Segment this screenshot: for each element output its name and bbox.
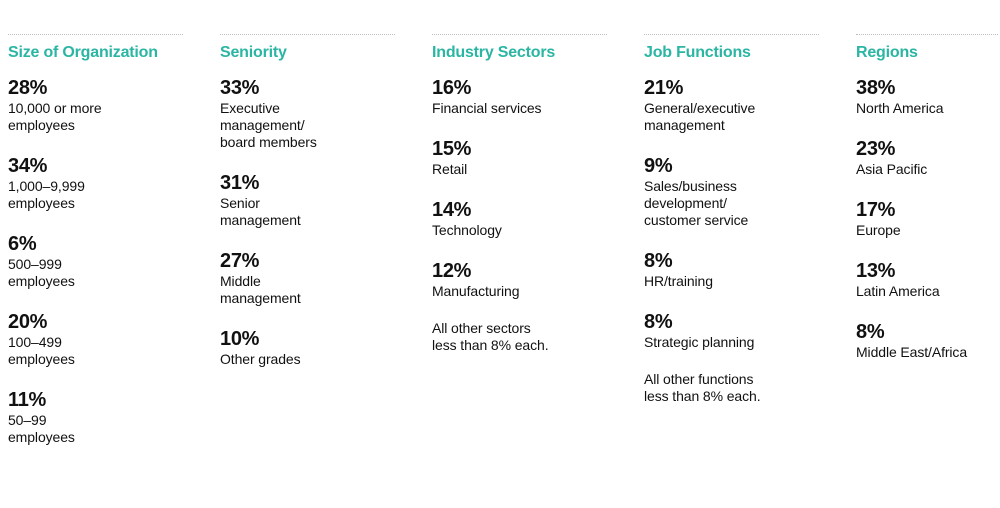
stat-item: 33% Executive management/ board members — [220, 76, 395, 151]
stat-item: 31% Senior management — [220, 171, 395, 229]
stat-label: Retail — [432, 161, 468, 177]
column-divider — [644, 34, 819, 35]
stat-value: 13% — [856, 260, 896, 282]
stat-label: Executive management/ board members — [220, 100, 317, 150]
stat-label: HR/training — [644, 273, 713, 289]
stat-value: 11% — [8, 389, 47, 411]
column-3: Job Functions 21% General/executive manage… — [644, 34, 819, 405]
stat-label: Manufacturing — [432, 283, 520, 299]
stat-item: 21% General/executive management — [644, 76, 819, 134]
column-2: Industry Sectors 16% Financial services 15%… — [432, 34, 607, 354]
stat-item: 17% Europe — [856, 198, 998, 239]
stat-item: 6% 500–999 employees — [8, 232, 183, 290]
column-note: All other sectors less than 8% each. — [432, 320, 549, 353]
column-heading: Size of Organization — [8, 44, 158, 61]
stat-label: Other grades — [220, 351, 301, 367]
stat-label: Strategic planning — [644, 334, 755, 350]
stat-value: 34% — [8, 155, 48, 177]
stat-item: 20% 100–499 employees — [8, 310, 183, 368]
stat-label: 500–999 employees — [8, 256, 75, 289]
column-divider — [856, 34, 998, 35]
stat-label: Sales/business development/ customer ser… — [644, 178, 749, 228]
stat-value: 14% — [432, 199, 472, 221]
stat-value: 8% — [644, 311, 673, 333]
column-0: Size of Organization 28% 10,000 or more em… — [8, 34, 183, 466]
stat-label: General/executive management — [644, 100, 756, 133]
stat-value: 28% — [8, 77, 48, 99]
column-divider — [432, 34, 607, 35]
stat-item: 8% HR/training — [644, 249, 819, 290]
stat-label: 50–99 employees — [8, 412, 75, 445]
stat-item: 28% 10,000 or more employees — [8, 76, 183, 134]
stat-item: 9% Sales/business development/ customer s… — [644, 154, 819, 229]
stat-label: Middle East/Africa — [856, 344, 968, 360]
stat-value: 20% — [8, 311, 48, 333]
stat-item: 16% Financial services — [432, 76, 607, 117]
stat-item: 27% Middle management — [220, 249, 395, 307]
column-4: Regions 38% North America 23% Asia Pacific 17… — [856, 34, 998, 381]
stat-item: 38% North America — [856, 76, 998, 117]
stat-value: 31% — [220, 172, 260, 194]
stat-value: 12% — [432, 260, 472, 282]
column-divider — [220, 34, 395, 35]
stat-value: 23% — [856, 138, 896, 160]
stat-label: Europe — [856, 222, 901, 238]
stat-label: Asia Pacific — [856, 161, 928, 177]
stat-item: 23% Asia Pacific — [856, 137, 998, 178]
stat-value: 27% — [220, 250, 260, 272]
stat-item: 8% Middle East/Africa — [856, 320, 998, 361]
stat-value: 10% — [220, 328, 260, 350]
stat-item: 14% Technology — [432, 198, 607, 239]
stat-value: 8% — [644, 250, 673, 272]
stat-label: 1,000–9,999 employees — [8, 178, 85, 211]
column-heading: Job Functions — [644, 44, 751, 61]
stat-item: 12% Manufacturing — [432, 259, 607, 300]
stat-label: Financial services — [432, 100, 542, 116]
stat-value: 38% — [856, 77, 896, 99]
stat-item: 8% Strategic planning — [644, 310, 819, 351]
stat-value: 6% — [8, 233, 37, 255]
stat-item: 34% 1,000–9,999 employees — [8, 154, 183, 212]
stat-label: 100–499 employees — [8, 334, 75, 367]
stat-value: 21% — [644, 77, 684, 99]
stat-label: Middle management — [220, 273, 301, 306]
column-heading: Regions — [856, 44, 918, 61]
stat-item: 15% Retail — [432, 137, 607, 178]
stat-value: 33% — [220, 77, 260, 99]
column-divider — [8, 34, 183, 35]
stat-value: 15% — [432, 138, 472, 160]
column-note: All other functions less than 8% each. — [644, 371, 761, 404]
stat-value: 16% — [432, 77, 472, 99]
stat-item: 11% 50–99 employees — [8, 388, 183, 446]
stat-label: Senior management — [220, 195, 301, 228]
stat-item: 13% Latin America — [856, 259, 998, 300]
column-heading: Seniority — [220, 44, 287, 61]
stat-value: 17% — [856, 199, 896, 221]
column-heading: Industry Sectors — [432, 44, 556, 61]
stat-label: Technology — [432, 222, 502, 238]
stat-item: 10% Other grades — [220, 327, 395, 368]
stat-label: 10,000 or more employees — [8, 100, 102, 133]
column-1: Seniority 33% Executive management/ board … — [220, 34, 395, 388]
stat-value: 8% — [856, 321, 885, 343]
stat-value: 9% — [644, 155, 673, 177]
stat-label: Latin America — [856, 283, 940, 299]
stat-label: North America — [856, 100, 944, 116]
